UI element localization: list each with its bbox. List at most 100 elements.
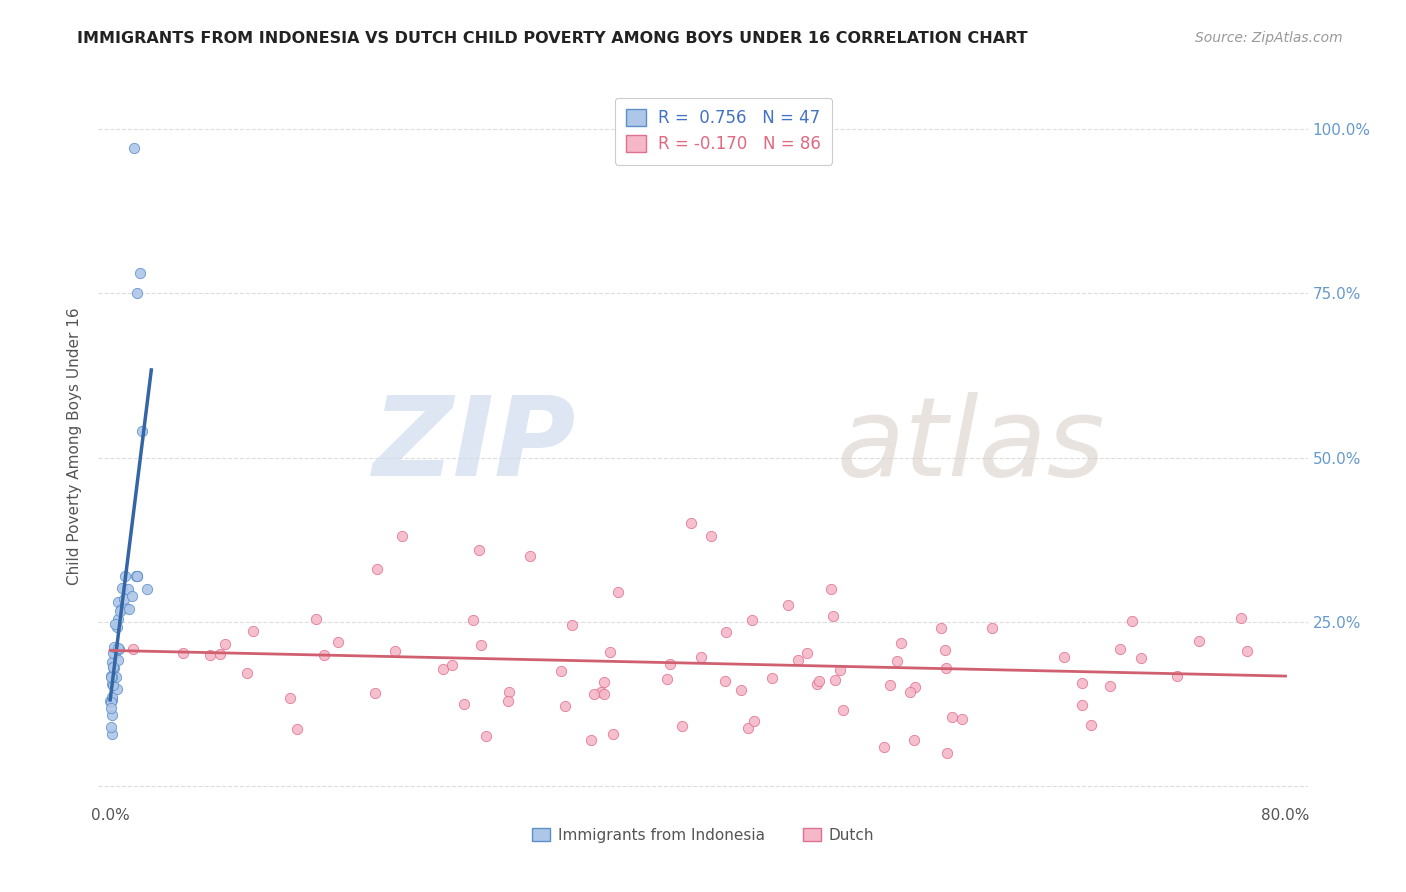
Point [879,678,901,692]
Point [519,549,541,564]
Point [681,516,703,531]
Point [125,569,148,583]
Point [1236,644,1258,658]
Point [100,695,122,709]
Point [474,730,496,744]
Point [832,703,855,717]
Text: atlas: atlas [837,392,1105,500]
Point [463,613,485,627]
Point [742,714,765,728]
Point [172,647,194,661]
Point [714,624,737,639]
Point [941,710,963,724]
Point [112,591,135,606]
Point [104,646,127,660]
Point [125,286,148,301]
Point [103,661,125,675]
Text: IMMIGRANTS FROM INDONESIA VS DUTCH CHILD POVERTY AMONG BOYS UNDER 16 CORRELATION: IMMIGRANTS FROM INDONESIA VS DUTCH CHILD… [77,31,1028,46]
Point [599,645,621,659]
Point [655,673,678,687]
Point [550,665,572,679]
Point [935,747,957,761]
Text: Source: ZipAtlas.com: Source: ZipAtlas.com [1195,31,1343,45]
Point [934,643,956,657]
Point [209,647,232,661]
Point [700,529,723,543]
Point [820,582,842,596]
Point [115,601,138,615]
Point [122,642,145,657]
Point [441,658,464,673]
Point [100,727,122,741]
Point [100,670,122,684]
Point [110,604,132,618]
Point [128,266,150,280]
Point [111,582,134,596]
Point [305,612,328,626]
Point [107,653,129,667]
Point [107,595,129,609]
Point [1070,675,1092,690]
Point [326,635,349,649]
Point [904,680,927,694]
Point [468,542,491,557]
Point [737,721,759,735]
Point [1130,651,1153,665]
Point [100,720,122,734]
Point [101,670,124,684]
Point [952,712,974,726]
Point [107,642,129,657]
Point [807,673,830,688]
Point [131,424,153,438]
Point [898,684,921,698]
Point [453,698,475,712]
Point [589,685,612,699]
Point [935,661,957,675]
Point [593,687,616,701]
Point [314,648,336,663]
Point [730,682,752,697]
Point [929,621,952,635]
Point [1166,669,1188,683]
Point [582,687,605,701]
Point [1053,650,1076,665]
Point [101,693,124,707]
Point [470,638,492,652]
Point [280,691,302,706]
Point [671,719,693,733]
Point [103,659,125,673]
Point [122,141,145,155]
Point [761,671,783,685]
Point [214,637,236,651]
Point [714,674,737,689]
Point [118,601,141,615]
Point [198,648,221,663]
Point [741,613,763,627]
Point [101,655,124,669]
Legend: Immigrants from Indonesia, Dutch: Immigrants from Indonesia, Dutch [526,822,880,848]
Point [101,690,124,705]
Point [886,654,908,668]
Point [1109,641,1132,656]
Y-axis label: Child Poverty Among Boys Under 16: Child Poverty Among Boys Under 16 [67,307,83,585]
Point [384,644,406,658]
Point [561,617,583,632]
Point [821,609,844,624]
Point [236,665,259,680]
Point [105,681,128,696]
Point [103,660,125,674]
Point [125,569,148,583]
Point [498,684,520,698]
Point [1080,718,1102,732]
Point [1188,634,1211,648]
Point [100,669,122,683]
Point [103,640,125,654]
Point [786,653,808,667]
Point [1098,679,1121,693]
Point [776,598,799,612]
Point [103,646,125,660]
Point [110,602,132,616]
Text: ZIP: ZIP [373,392,576,500]
Point [103,678,125,692]
Point [117,582,139,596]
